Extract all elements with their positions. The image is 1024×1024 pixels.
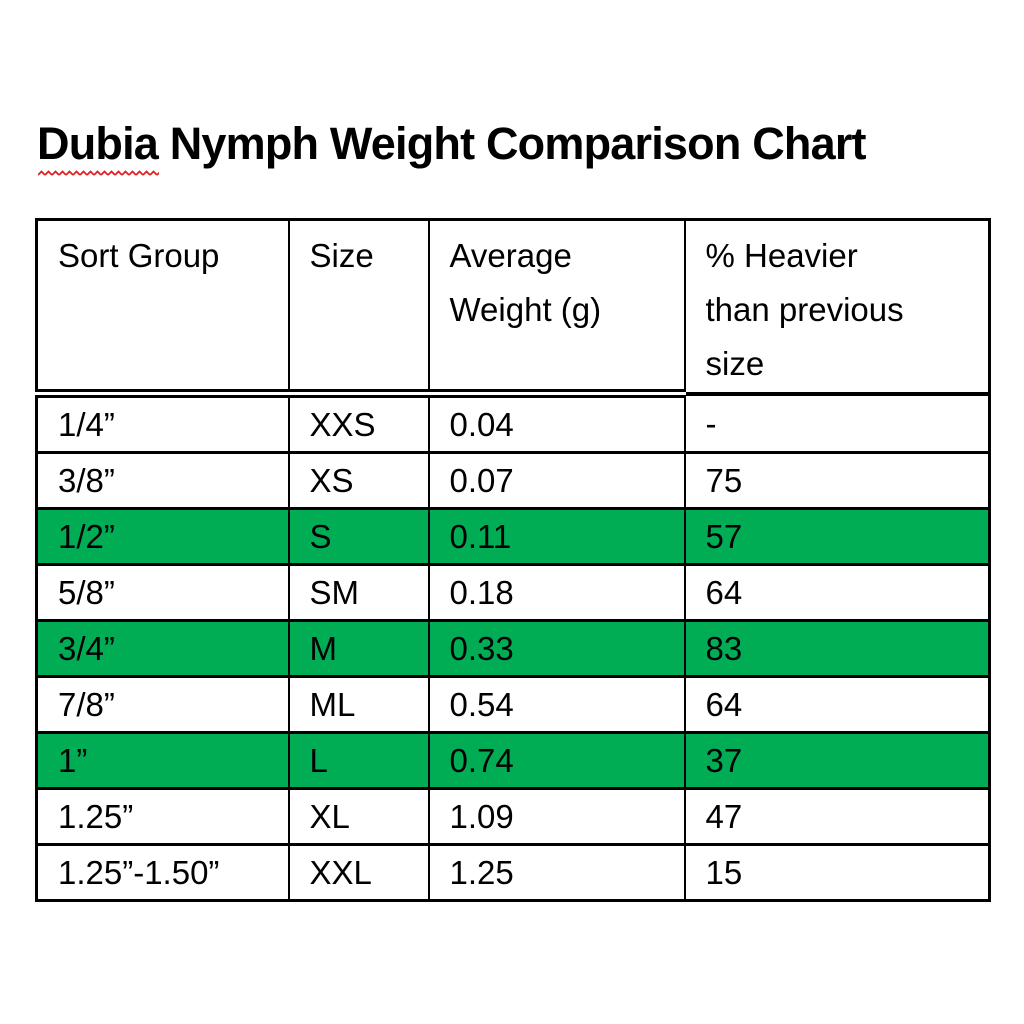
table-cell-weight: 0.74 [427,731,686,790]
column-header-size: Size [287,218,430,398]
spellcheck-underline [38,169,160,177]
table-cell-size: S [287,507,430,566]
column-header-sort-group: Sort Group [35,218,290,398]
table-cell-sort-group: 3/8” [35,451,290,510]
table-cell-size: SM [287,563,430,622]
table-cell-size: XXS [287,392,430,454]
table-cell-percent: 75 [683,451,991,510]
table-cell-sort-group: 5/8” [35,563,290,622]
table-row: 5/8” SM 0.18 64 [35,563,991,622]
title-word-dubia: Dubia [37,118,159,169]
table-cell-percent: 64 [683,563,991,622]
title-remainder: Nymph Weight Comparison Chart [158,118,867,169]
table-cell-sort-group: 1/4” [35,392,290,454]
table-row: 1.25”-1.50” XXL 1.25 15 [35,843,991,902]
table-cell-sort-group: 1.25”-1.50” [35,843,290,902]
column-header-average-weight: Average Weight (g) [427,218,686,398]
table-cell-sort-group: 1/2” [35,507,290,566]
table-header-row: Sort Group Size Average Weight (g) % Hea… [35,218,991,398]
table-row-highlighted: 3/4” M 0.33 83 [35,619,991,678]
table-cell-size: XL [287,787,430,846]
table-cell-weight: 0.11 [427,507,686,566]
table-cell-size: ML [287,675,430,734]
table-cell-size: M [287,619,430,678]
table-cell-percent: 64 [683,675,991,734]
table-row: 1.25” XL 1.09 47 [35,787,991,846]
table-cell-percent: 57 [683,507,991,566]
table-cell-weight: 1.25 [427,843,686,902]
table-cell-sort-group: 7/8” [35,675,290,734]
table-cell-size: L [287,731,430,790]
table-cell-weight: 0.07 [427,451,686,510]
table-cell-percent: 83 [683,619,991,678]
page-title: Dubia Nymph Weight Comparison Chart [37,118,867,177]
table-cell-percent: 47 [683,787,991,846]
table-row-highlighted: 1” L 0.74 37 [35,731,991,790]
table-cell-weight: 0.04 [427,392,686,454]
table-row: 1/4” XXS 0.04 - [35,392,991,454]
misspelled-word: Dubia [37,118,160,177]
table-cell-sort-group: 1.25” [35,787,290,846]
table-cell-sort-group: 3/4” [35,619,290,678]
table-cell-weight: 1.09 [427,787,686,846]
table-cell-percent: 37 [683,731,991,790]
weight-comparison-table: Sort Group Size Average Weight (g) % Hea… [35,218,991,902]
table-cell-weight: 0.54 [427,675,686,734]
table-row-highlighted: 1/2” S 0.11 57 [35,507,991,566]
table-cell-weight: 0.18 [427,563,686,622]
table-cell-percent: - [683,392,991,454]
table-cell-percent: 15 [683,843,991,902]
column-header-percent-heavier: % Heavier than previous size [683,218,991,396]
table-row: 7/8” ML 0.54 64 [35,675,991,734]
table-cell-weight: 0.33 [427,619,686,678]
table-row: 3/8” XS 0.07 75 [35,451,991,510]
table-cell-size: XXL [287,843,430,902]
table-cell-sort-group: 1” [35,731,290,790]
table-cell-size: XS [287,451,430,510]
